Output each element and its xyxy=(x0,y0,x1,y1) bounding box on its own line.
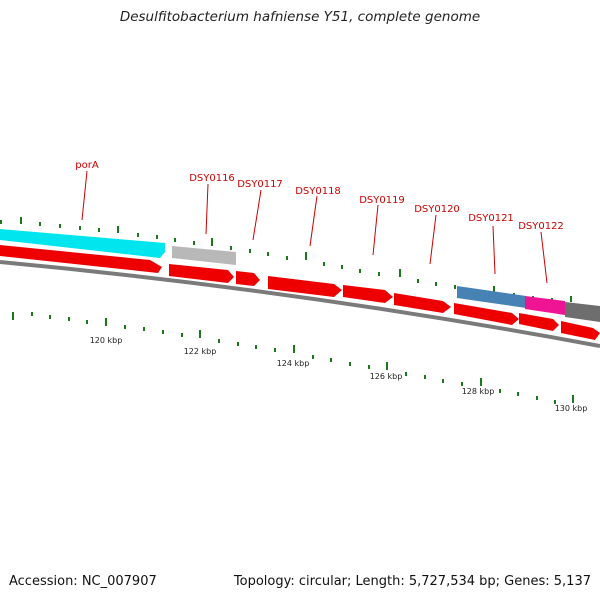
gene-red-9[interactable] xyxy=(561,321,600,340)
gene-DSY0117[interactable] xyxy=(236,271,260,286)
gene-porA[interactable] xyxy=(0,229,165,258)
gene-label-DSY0118: DSY0118 xyxy=(295,186,341,197)
gene-label-DSY0122: DSY0122 xyxy=(518,221,564,232)
scale-label-124kbp: 124 kbp xyxy=(277,359,310,368)
gene-label-porA: porA xyxy=(75,160,99,171)
genome-backbone xyxy=(0,260,600,348)
gene-red-1[interactable] xyxy=(0,245,162,273)
gene-leader-lines xyxy=(81,170,548,284)
genome-title: Desulfitobacterium hafniense Y51, comple… xyxy=(119,9,481,25)
scale-label-130kbp: 130 kbp xyxy=(555,404,588,413)
gene-labels: porA DSY0116 DSY0117 DSY0118 DSY0119 DSY… xyxy=(75,160,564,232)
gene-red-2[interactable] xyxy=(169,264,234,283)
gene-red-8[interactable] xyxy=(519,313,559,331)
scale-labels: 120 kbp 122 kbp 124 kbp 126 kbp 128 kbp … xyxy=(90,336,588,413)
gene-red-7[interactable] xyxy=(454,303,519,325)
scale-label-120kbp: 120 kbp xyxy=(90,336,123,345)
tick-mark xyxy=(12,312,574,404)
gene-DSY0121[interactable] xyxy=(525,296,565,315)
gene-DSY0116[interactable] xyxy=(172,246,236,265)
gene-red-6[interactable] xyxy=(394,293,451,313)
gene-label-DSY0116: DSY0116 xyxy=(189,173,235,184)
gene-track xyxy=(0,229,600,340)
accession-label: Accession: NC_007907 xyxy=(9,574,157,589)
gene-DSY0118[interactable] xyxy=(268,276,342,297)
gene-DSY0120[interactable] xyxy=(457,286,526,308)
gene-DSY0122[interactable] xyxy=(565,302,600,322)
genome-stats-label: Topology: circular; Length: 5,727,534 bp… xyxy=(233,574,591,589)
gene-label-DSY0121: DSY0121 xyxy=(468,213,514,224)
gene-DSY0119[interactable] xyxy=(343,285,393,303)
inner-tick-row xyxy=(12,312,574,404)
scale-label-128kbp: 128 kbp xyxy=(462,387,495,396)
gene-label-DSY0117: DSY0117 xyxy=(237,179,283,190)
scale-label-126kbp: 126 kbp xyxy=(370,372,403,381)
gene-label-DSY0119: DSY0119 xyxy=(359,195,405,206)
gene-label-DSY0120: DSY0120 xyxy=(414,204,460,215)
scale-label-122kbp: 122 kbp xyxy=(184,347,217,356)
